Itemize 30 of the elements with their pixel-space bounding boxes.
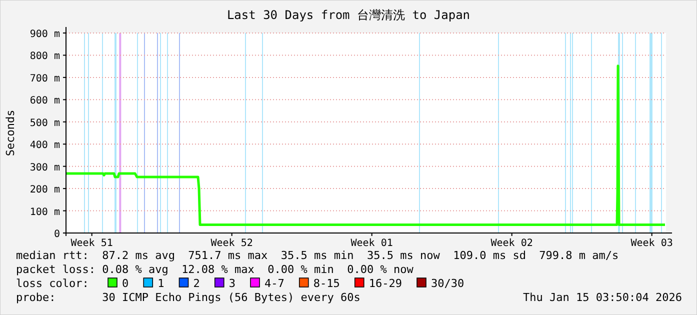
y-tick-label: 100 m bbox=[30, 206, 60, 218]
y-tick-label: 800 m bbox=[30, 51, 60, 62]
legend-label: 30/30 bbox=[431, 277, 464, 290]
legend-title: loss color: bbox=[16, 277, 89, 290]
x-tick-label: Week 52 bbox=[210, 238, 253, 249]
y-tick-label: 700 m bbox=[30, 73, 60, 84]
y-axis-title: Seconds bbox=[4, 110, 17, 156]
x-tick-label: Week 01 bbox=[350, 238, 393, 249]
text: Thu Jan 15 03:50:04 2026 bbox=[523, 291, 682, 304]
legend-label: 4-7 bbox=[264, 277, 284, 290]
x-tick-label: Week 03 bbox=[630, 238, 673, 249]
text: median rtt: 87.2 ms avg 751.7 ms max 35.5 ms min 35.5 ms now 109.0 ms sd 799.8 m am/s bbox=[16, 249, 619, 262]
legend-label: 0 bbox=[122, 277, 129, 290]
y-tick-label: 500 m bbox=[30, 118, 60, 129]
y-tick-label: 300 m bbox=[30, 162, 60, 174]
legend-label: 2 bbox=[193, 277, 200, 290]
legend-label: 1 bbox=[158, 277, 164, 290]
x-tick-label: Week 51 bbox=[70, 238, 113, 249]
text: packet loss: 0.08 % avg 12.08 % max 0.00 % min 0.00 % now bbox=[16, 263, 414, 276]
chart-title: Last 30 Days from 台灣清洗 to Japan bbox=[226, 8, 470, 22]
y-tick-label: 600 m bbox=[30, 96, 60, 107]
y-tick-label: 900 m bbox=[30, 29, 60, 40]
y-tick-label: 400 m bbox=[30, 140, 60, 152]
y-tick-label: 0 bbox=[54, 229, 60, 240]
legend-label: 8-15 bbox=[313, 277, 340, 290]
text: probe: 30 ICMP Echo Pings (56 Bytes) every 60s bbox=[16, 291, 360, 304]
legend-label: 3 bbox=[228, 277, 236, 290]
legend-label: 16-29 bbox=[368, 277, 402, 290]
x-tick-label: Week 02 bbox=[490, 238, 533, 249]
y-tick-label: 200 m bbox=[30, 184, 60, 196]
